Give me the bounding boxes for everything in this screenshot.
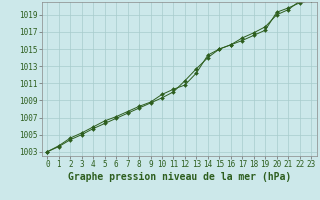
X-axis label: Graphe pression niveau de la mer (hPa): Graphe pression niveau de la mer (hPa) — [68, 172, 291, 182]
